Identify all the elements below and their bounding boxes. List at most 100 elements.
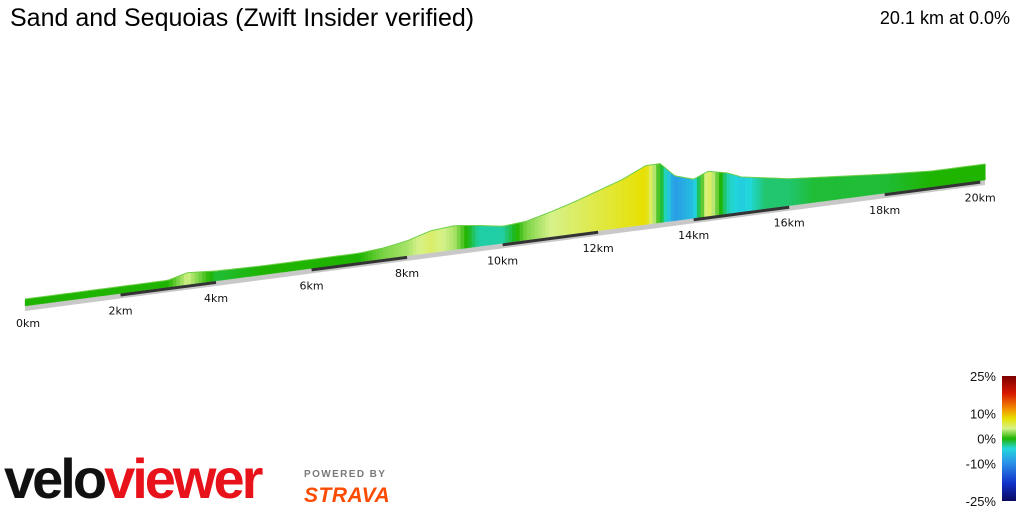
profile-slice [467,225,473,249]
profile-slice [637,167,643,226]
profile-slice [944,168,949,186]
profile-slice [918,171,923,189]
profile-slice [527,219,532,241]
profile-slice [981,163,986,181]
profile-slice [586,194,591,233]
profile-slice [161,280,166,289]
profile-slice [50,294,56,303]
profile-slice [582,196,587,233]
logo-velo: velo [4,447,106,510]
profile-slice [696,175,702,218]
distance-axis: 0km 2km 4km 6km 8km 10km 12km 14km 16km 18km 20km [16,180,996,330]
profile-slice [922,171,927,189]
legend-tick-label: -25% [966,494,997,509]
profile-slice [589,192,595,233]
profile-slice [512,223,517,243]
profile-slice [47,295,52,304]
profile-slice [859,175,864,197]
profile-slice [630,172,635,227]
profile-slice [966,165,971,183]
profile-slice [427,230,432,254]
profile-slice [124,285,129,294]
powered-by-strava: POWERED BY STRAVA [304,469,390,507]
profile-slice [135,283,141,292]
profile-slice [807,177,813,204]
profile-slice [338,255,344,265]
axis-segment [693,205,790,222]
profile-slice [423,231,429,254]
profile-slice [885,173,890,194]
profile-slice [401,241,406,257]
profile-slice [438,228,443,252]
profile-slice [733,174,739,214]
profile-slice [663,166,669,223]
profile-slice [346,254,351,265]
profile-slice [597,189,602,232]
profile-slice [796,178,801,205]
profile-slice [331,256,336,266]
page-title: Sand and Sequoias (Zwift Insider verifie… [10,4,475,32]
profile-slice [87,290,93,298]
profile-slice [405,239,410,257]
profile-slice [379,247,384,260]
profile-slice [530,217,536,240]
profile-slice [231,268,237,280]
profile-slice [187,272,192,285]
profile-slice [648,164,654,225]
profile-slice [571,201,576,235]
profile-slice [65,293,70,301]
legend-tick-label: -10% [966,457,997,472]
profile-slice [715,171,720,216]
profile-slice [239,267,244,279]
profile-slice [855,175,861,198]
profile-slice [719,172,724,216]
profile-slice [678,176,683,221]
profile-slice [154,281,159,290]
profile-slice [408,238,414,256]
profile-slice [143,282,148,291]
profile-slice [815,177,820,203]
profile-slice [870,174,875,196]
profile-slice [253,266,259,277]
profile-slice [220,269,225,281]
profile-slice [43,295,48,304]
profile-slice [397,242,403,258]
x-tick-label: 18km [869,204,900,217]
profile-slice [925,170,931,188]
logo-viewer: viewer [104,447,263,510]
profile-slice [770,177,776,209]
profile-slice [320,257,325,268]
profile-slice [866,174,872,196]
profile-slice [626,174,632,228]
profile-slice [213,270,218,282]
profile-slice [781,178,787,207]
profile-slice [940,169,945,186]
profile-slice [881,173,886,194]
profile-slice [907,172,912,191]
profile-slice [442,227,447,252]
profile-slice [549,210,554,238]
profile-slice [58,293,63,302]
profile-slice [279,262,285,273]
profile-slice [383,246,388,260]
profile-slice [434,228,440,253]
profile-top-edge [24,163,986,300]
profile-slice [767,177,772,209]
profile-slice [641,165,646,226]
profile-slice [493,225,499,245]
profile-slice [486,225,491,246]
profile-slice [327,256,333,267]
profile-slice [973,164,979,182]
x-tick-label: 6km [300,279,324,292]
profile-slice [947,168,953,186]
axis-segment [311,255,408,272]
profile-slice [202,271,207,283]
profile-slice [349,253,355,264]
profile-slice [837,176,842,200]
profile-slice [560,206,565,236]
profile-slice [671,172,676,222]
profile-slice [744,176,750,212]
x-tick-label: 0km [16,317,40,330]
profile-slice [955,167,960,185]
profile-slice [128,284,133,293]
